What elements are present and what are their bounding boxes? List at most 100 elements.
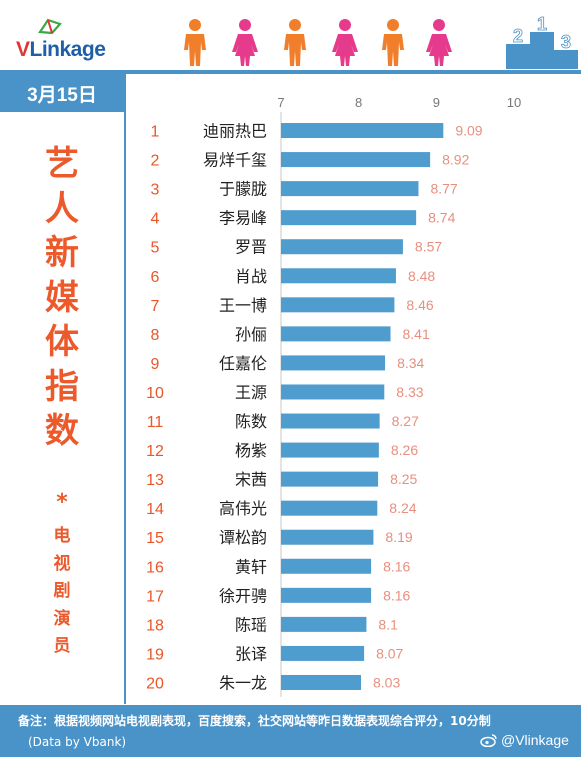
rank-label: 1 [151,124,160,141]
bar [281,442,379,458]
date-badge: 3月15日 [0,74,124,112]
data-label: 8.57 [415,239,442,255]
subtitle-char: 视 [53,553,71,574]
bar [281,471,379,487]
data-label: 8.26 [391,442,418,458]
data-label: 8.19 [385,529,412,545]
weibo-handle: @Vlinkage [480,732,569,748]
data-label: 8.48 [408,268,435,284]
bar [281,616,367,632]
category-label: 孙俪 [235,325,267,344]
header-divider [0,70,581,74]
title-char: 体 [45,322,79,362]
footer-note: 备注：根据视频网站电视剧表现，百度搜索，社交网站等昨日数据表现综合评分，10分制 [18,714,491,728]
category-label: 罗晋 [235,238,267,257]
category-label: 黄轩 [235,557,267,576]
data-label: 9.09 [455,123,482,139]
header: VLinkage 2 1 3 [0,0,581,72]
podium-number: 3 [561,32,571,52]
x-tick-label: 8 [355,95,362,110]
category-label: 于朦胧 [219,180,267,199]
bar [281,355,386,371]
footer: 备注：根据视频网站电视剧表现，百度搜索，社交网站等昨日数据表现综合评分，10分制… [0,705,581,757]
rank-label: 8 [151,327,160,344]
x-tick-label: 9 [433,95,440,110]
bar [281,123,444,139]
podium-number: 2 [513,26,523,46]
logo-v: V [16,38,30,61]
category-label: 王源 [235,383,267,402]
bar [281,500,378,516]
category-label: 谭松韵 [219,528,267,547]
category-label: 杨紫 [235,441,267,460]
category-label: 徐开骋 [219,586,267,605]
rank-label: 10 [146,385,164,402]
bar [281,413,380,429]
vlinkage-logo: VLinkage [8,18,123,61]
podium-number: 1 [537,14,547,34]
data-label: 8.1 [378,616,398,632]
data-label: 8.03 [373,674,400,690]
rank-label: 11 [147,414,164,431]
category-label: 陈瑶 [235,615,267,634]
title-char: 媒 [45,277,79,318]
weibo-icon [480,734,497,748]
rank-label: 16 [146,559,164,576]
data-label: 8.16 [383,587,410,603]
female-icon [426,19,452,66]
rank-label: 18 [146,617,164,634]
rank-label: 4 [151,211,160,228]
rank-label: 2 [151,153,160,170]
rank-label: 9 [151,356,160,373]
bar [281,384,385,400]
category-label: 高伟光 [219,499,267,518]
data-label: 8.74 [428,210,455,226]
rank-label: 7 [151,298,160,315]
male-icon [284,19,306,66]
rank-label: 13 [146,472,164,489]
x-tick-label: 10 [507,95,521,110]
logo-rest: Linkage [29,38,106,61]
rank-label: 6 [151,269,160,286]
category-label: 陈数 [235,412,267,431]
category-label: 朱一龙 [219,673,267,692]
male-icon [184,19,206,66]
bar [281,268,396,284]
title-char: 新 [45,233,79,273]
category-label: 李易峰 [219,209,267,228]
bar [281,674,361,690]
category-label: 易烊千玺 [203,151,267,170]
subtitle-char: 员 [53,636,71,656]
category-label: 宋茜 [235,470,267,489]
bar [281,152,431,168]
bar [281,326,391,342]
rank-label: 3 [151,182,160,199]
data-label: 8.24 [389,500,416,516]
category-label: 任嘉伦 [219,354,267,373]
data-label: 8.34 [397,355,424,371]
female-icon [232,19,258,66]
rank-label: 20 [146,675,164,692]
rank-label: 17 [146,588,164,605]
bar [281,587,372,603]
data-label: 8.25 [390,471,417,487]
category-label: 肖战 [235,267,267,286]
title-char: 指 [45,366,79,407]
bar [281,181,419,197]
weibo-text: @Vlinkage [501,732,569,748]
data-label: 8.16 [383,558,410,574]
data-label: 8.77 [430,181,457,197]
bar [281,297,395,313]
bar [281,558,372,574]
data-label: 8.41 [403,326,430,342]
female-icon [332,19,358,66]
male-icon [382,19,404,66]
bar-chart: 7 8 9 10 1 迪丽热巴 9.09 2 易烊千玺 8.92 3 于朦胧 8.77 4 李易峰 8.74 5… [146,95,521,697]
rank-label: 5 [151,240,160,257]
data-label: 8.46 [406,297,433,313]
sidebar-divider [124,74,126,704]
vertical-title: 艺 人 新 媒 体 指 数 [38,142,86,454]
logo-mark-icon [38,18,62,34]
x-tick-label: 7 [277,95,284,110]
rank-label: 19 [146,646,164,663]
